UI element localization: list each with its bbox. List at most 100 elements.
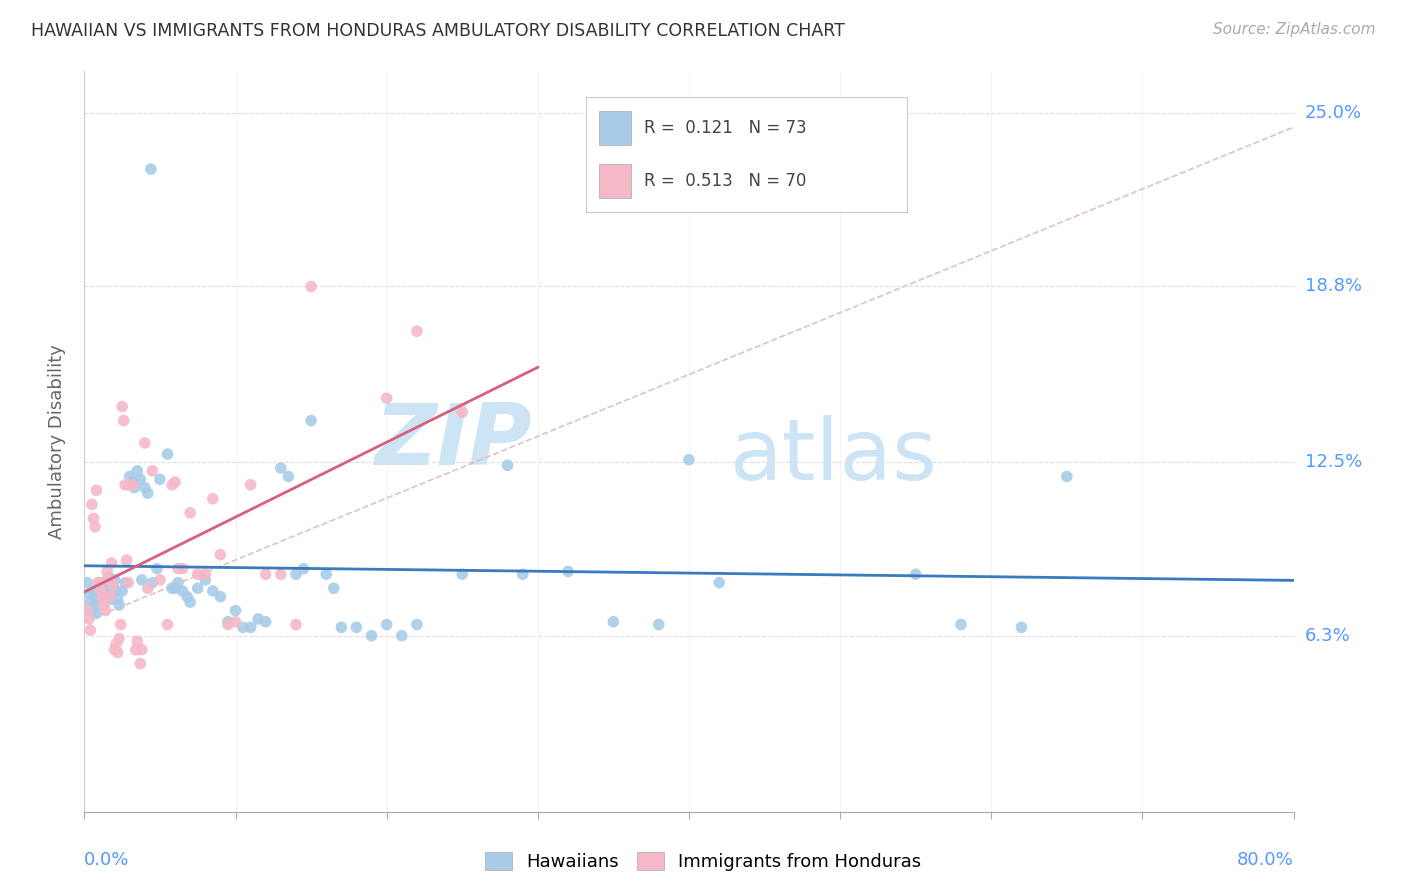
Point [86,607,108,621]
Point [1056,469,1078,483]
Point [105,584,128,599]
Text: HAWAIIAN VS IMMIGRANTS FROM HONDURAS AMBULATORY DISABILITY CORRELATION CHART: HAWAIIAN VS IMMIGRANTS FROM HONDURAS AMB… [31,22,845,40]
Point [217,615,239,629]
Point [87,592,110,607]
Point [94,603,117,617]
Point [406,324,429,338]
Point [322,581,344,595]
Point [101,578,124,592]
Point [602,615,624,629]
Point [76,603,98,617]
Point [194,573,217,587]
Point [496,458,519,473]
Point [105,637,128,651]
Point [330,620,353,634]
Point [160,581,183,595]
Text: 80.0%: 80.0% [1237,851,1294,869]
Point [172,584,194,599]
Point [96,575,118,590]
Text: 0.0%: 0.0% [84,851,129,869]
Point [100,556,122,570]
Point [299,279,322,293]
Point [122,481,145,495]
Point [77,612,100,626]
Point [239,620,262,634]
Point [179,506,201,520]
Point [118,478,141,492]
Point [93,581,115,595]
Point [194,567,217,582]
Point [90,590,112,604]
Point [93,598,115,612]
Point [360,629,382,643]
Point [375,617,398,632]
Point [557,565,579,579]
Text: 6.3%: 6.3% [1305,627,1350,645]
Point [165,475,187,489]
Point [114,575,136,590]
Point [115,553,138,567]
Point [82,584,104,599]
Text: 12.5%: 12.5% [1305,453,1362,472]
Point [217,617,239,632]
Point [270,461,292,475]
Point [179,595,201,609]
Text: 18.8%: 18.8% [1305,277,1361,295]
Point [101,578,124,592]
Point [121,478,143,492]
Point [285,617,308,632]
Point [136,486,159,500]
Point [201,584,224,599]
Point [79,595,101,609]
Point [247,612,270,626]
Point [136,581,159,595]
Point [108,598,131,612]
Point [77,587,100,601]
Point [678,452,700,467]
Point [904,567,927,582]
Point [167,575,190,590]
Point [131,573,153,587]
Point [156,447,179,461]
Point [89,584,111,599]
Point [80,497,103,511]
Point [112,414,135,428]
Point [84,520,107,534]
Point [134,436,156,450]
Point [292,562,315,576]
Point [91,592,114,607]
Point [108,632,131,646]
Point [451,405,474,419]
Point [82,511,104,525]
Point [1011,620,1033,634]
Text: ZIP: ZIP [374,400,531,483]
Point [90,584,112,599]
Point [139,162,162,177]
Point [100,592,122,607]
Point [131,642,153,657]
Legend: Hawaiians, Immigrants from Honduras: Hawaiians, Immigrants from Honduras [478,845,928,879]
Point [225,603,247,617]
Point [134,481,156,495]
Point [104,642,127,657]
Point [270,567,292,582]
Point [172,562,194,576]
Point [86,483,108,498]
Point [165,581,187,595]
Point [76,575,98,590]
Point [111,400,134,414]
Point [254,615,277,629]
Point [125,642,148,657]
Point [98,590,121,604]
Point [160,478,183,492]
Point [176,590,198,604]
Point [167,562,190,576]
Point [406,617,429,632]
Point [648,617,671,632]
Text: atlas: atlas [730,415,938,498]
Point [285,567,308,582]
Point [950,617,973,632]
Point [156,617,179,632]
Point [127,464,149,478]
Point [107,645,129,659]
